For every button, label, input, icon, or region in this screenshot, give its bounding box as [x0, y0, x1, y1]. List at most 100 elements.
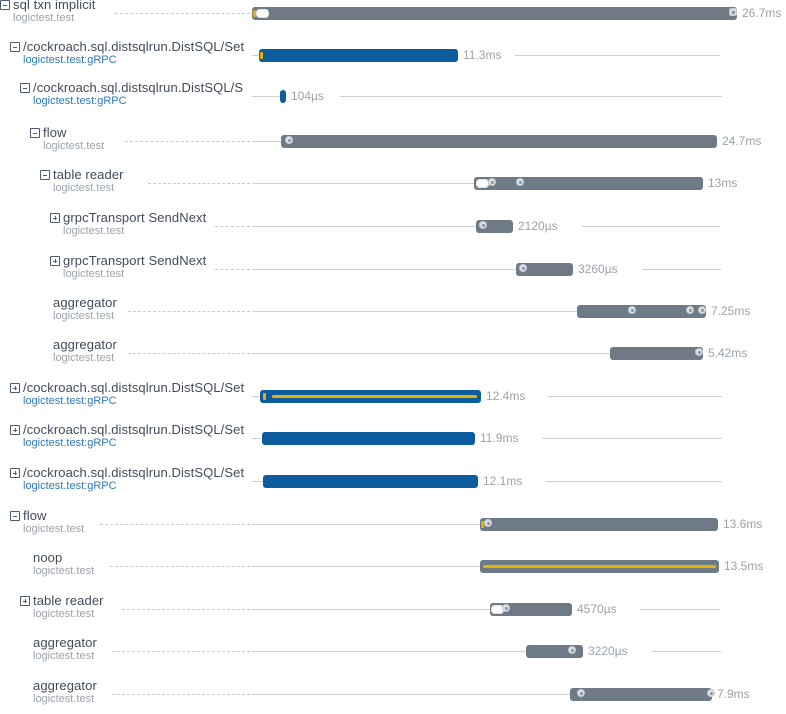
span-label-block: grpcTransport SendNext logictest.test: [50, 253, 252, 280]
event-dot-marker[interactable]: [285, 136, 293, 144]
span-subtitle-link[interactable]: logictest.test:gRPC: [23, 480, 117, 492]
event-dot-marker[interactable]: [686, 306, 694, 314]
span-label-block: table reader logictest.test: [40, 167, 252, 194]
span-subtitle-link[interactable]: logictest.test:gRPC: [33, 95, 127, 107]
span-bar[interactable]: [262, 432, 475, 445]
timeline-lead-line: [252, 694, 570, 695]
span-title: flow: [43, 125, 67, 140]
timeline-lead-line: [252, 524, 480, 525]
timeline-lead-line: [252, 269, 516, 270]
yellow-tick-marker[interactable]: [263, 392, 266, 400]
label-connector-dashed-line: [128, 353, 250, 354]
span-label-block: sql txn implicit logictest.test: [0, 0, 252, 24]
event-pill-marker[interactable]: [491, 604, 504, 614]
minus-square-icon[interactable]: [10, 511, 20, 521]
timeline-lead-line: [252, 55, 259, 56]
event-dot-marker[interactable]: [568, 646, 576, 654]
event-dot-marker[interactable]: [628, 306, 636, 314]
trace-span-row: aggregator logictest.test 3220µs: [0, 635, 786, 679]
span-title: grpcTransport SendNext: [63, 210, 207, 225]
minus-square-icon[interactable]: [10, 42, 20, 52]
span-bar[interactable]: [280, 90, 286, 103]
span-bar[interactable]: [570, 688, 712, 701]
yellow-tick-marker[interactable]: [253, 9, 256, 17]
trace-span-row: grpcTransport SendNext logictest.test 21…: [0, 210, 786, 254]
plus-square-icon[interactable]: [50, 213, 60, 223]
span-subtitle: logictest.test: [63, 225, 125, 237]
span-subtitle-link[interactable]: logictest.test:gRPC: [23, 54, 117, 66]
event-dot-marker[interactable]: [516, 178, 524, 186]
span-bar[interactable]: [474, 177, 703, 190]
span-subtitle-link[interactable]: logictest.test:gRPC: [23, 395, 117, 407]
span-bar[interactable]: [516, 263, 573, 276]
timeline-tail-line: [542, 438, 722, 439]
span-bar[interactable]: [577, 305, 706, 318]
trace-span-row: /cockroach.sql.distsqlrun.DistSQL/Set lo…: [0, 39, 786, 83]
timeline-tail-line: [546, 481, 722, 482]
event-square-marker[interactable]: [729, 8, 737, 16]
span-label-block: /cockroach.sql.distsqlrun.DistSQL/Set lo…: [10, 422, 252, 449]
span-subtitle: logictest.test: [33, 608, 95, 620]
span-subtitle: logictest.test: [53, 352, 115, 364]
trace-span-row: /cockroach.sql.distsqlrun.DistSQL/Set lo…: [0, 465, 786, 509]
plus-square-icon[interactable]: [50, 256, 60, 266]
event-dot-marker[interactable]: [488, 178, 496, 186]
span-title: aggregator: [53, 337, 117, 352]
event-dot-marker[interactable]: [698, 306, 706, 314]
event-pill-marker[interactable]: [256, 8, 269, 18]
minus-square-icon[interactable]: [40, 170, 50, 180]
span-bar[interactable]: [259, 49, 458, 62]
span-title: grpcTransport SendNext: [63, 253, 207, 268]
span-label-block: aggregator logictest.test: [20, 635, 252, 662]
plus-square-icon[interactable]: [20, 596, 30, 606]
span-bar[interactable]: [480, 518, 718, 531]
event-dot-marker[interactable]: [484, 519, 492, 527]
trace-span-row: aggregator logictest.test 7.25ms: [0, 295, 786, 339]
minus-square-icon[interactable]: [0, 0, 10, 10]
trace-span-row: grpcTransport SendNext logictest.test 32…: [0, 253, 786, 297]
span-subtitle-link[interactable]: logictest.test:gRPC: [23, 437, 117, 449]
span-subtitle: logictest.test: [33, 565, 95, 577]
event-dot-marker[interactable]: [577, 689, 585, 697]
span-title: aggregator: [33, 635, 97, 650]
span-subtitle: logictest.test: [63, 268, 125, 280]
event-pill-marker[interactable]: [476, 178, 489, 188]
span-duration-label: 11.3ms: [463, 48, 502, 62]
timeline-lead-line: [252, 353, 610, 354]
event-dot-marker[interactable]: [519, 264, 527, 272]
span-bar[interactable]: [480, 560, 719, 573]
plus-square-icon[interactable]: [10, 383, 20, 393]
event-dot-marker[interactable]: [695, 348, 703, 356]
timeline-lead-line: [252, 96, 280, 97]
label-connector-dashed-line: [110, 566, 250, 567]
span-bar[interactable]: [490, 603, 572, 616]
span-bar[interactable]: [263, 475, 478, 488]
span-duration-label: 12.1ms: [483, 474, 523, 488]
span-subtitle: logictest.test: [43, 140, 105, 152]
yellow-tick-marker[interactable]: [260, 51, 263, 59]
event-dot-marker[interactable]: [479, 221, 487, 229]
span-title: aggregator: [33, 678, 97, 693]
span-bar[interactable]: [252, 7, 737, 20]
span-label-block: aggregator logictest.test: [40, 295, 252, 322]
label-connector-dashed-line: [215, 269, 250, 270]
span-bar[interactable]: [281, 135, 717, 148]
span-title: flow: [23, 508, 47, 523]
span-duration-label: 5.42ms: [708, 346, 748, 360]
minus-square-icon[interactable]: [20, 83, 30, 93]
plus-square-icon[interactable]: [10, 468, 20, 478]
timeline-lead-line: [252, 141, 281, 142]
span-bar[interactable]: [260, 390, 481, 403]
span-subtitle: logictest.test: [53, 182, 115, 194]
plus-square-icon[interactable]: [10, 425, 20, 435]
minus-square-icon[interactable]: [30, 128, 40, 138]
label-connector-dashed-line: [148, 183, 250, 184]
span-duration-label: 2120µs: [518, 219, 558, 233]
event-dot-marker[interactable]: [502, 604, 510, 612]
yellow-tick-marker[interactable]: [481, 520, 484, 528]
timeline-tail-line: [640, 609, 720, 610]
span-label-block: flow logictest.test: [30, 125, 252, 152]
span-bar[interactable]: [610, 347, 703, 360]
event-dot-marker[interactable]: [707, 689, 715, 697]
span-duration-label: 24.7ms: [722, 134, 762, 148]
